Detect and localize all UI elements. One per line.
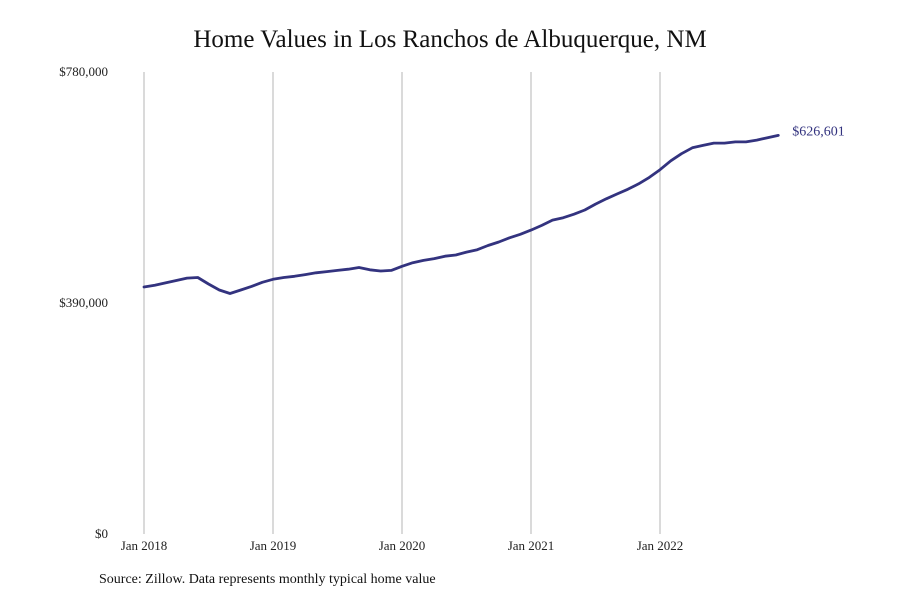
y-tick-label: $0 bbox=[95, 526, 108, 541]
x-tick-label: Jan 2018 bbox=[121, 538, 168, 553]
y-axis-ticks: $780,000 $390,000 $0 bbox=[59, 64, 108, 541]
x-tick-label: Jan 2020 bbox=[379, 538, 426, 553]
source-note: Source: Zillow. Data represents monthly … bbox=[99, 572, 436, 587]
y-tick-label: $390,000 bbox=[59, 295, 108, 310]
end-labels: $626,601 bbox=[792, 124, 845, 139]
x-tick-label: Jan 2019 bbox=[250, 538, 297, 553]
y-tick-label: $780,000 bbox=[59, 64, 108, 79]
end-value-label: $626,601 bbox=[792, 124, 845, 139]
series-line bbox=[142, 133, 780, 295]
gridlines bbox=[143, 72, 661, 534]
x-tick-label: Jan 2022 bbox=[637, 538, 684, 553]
chart-title: Home Values in Los Ranchos de Albuquerqu… bbox=[193, 26, 707, 53]
series-lines bbox=[142, 133, 780, 295]
x-axis-ticks: Jan 2018 Jan 2019 Jan 2020 Jan 2021 Jan 2022 bbox=[121, 538, 684, 553]
x-tick-label: Jan 2021 bbox=[508, 538, 555, 553]
